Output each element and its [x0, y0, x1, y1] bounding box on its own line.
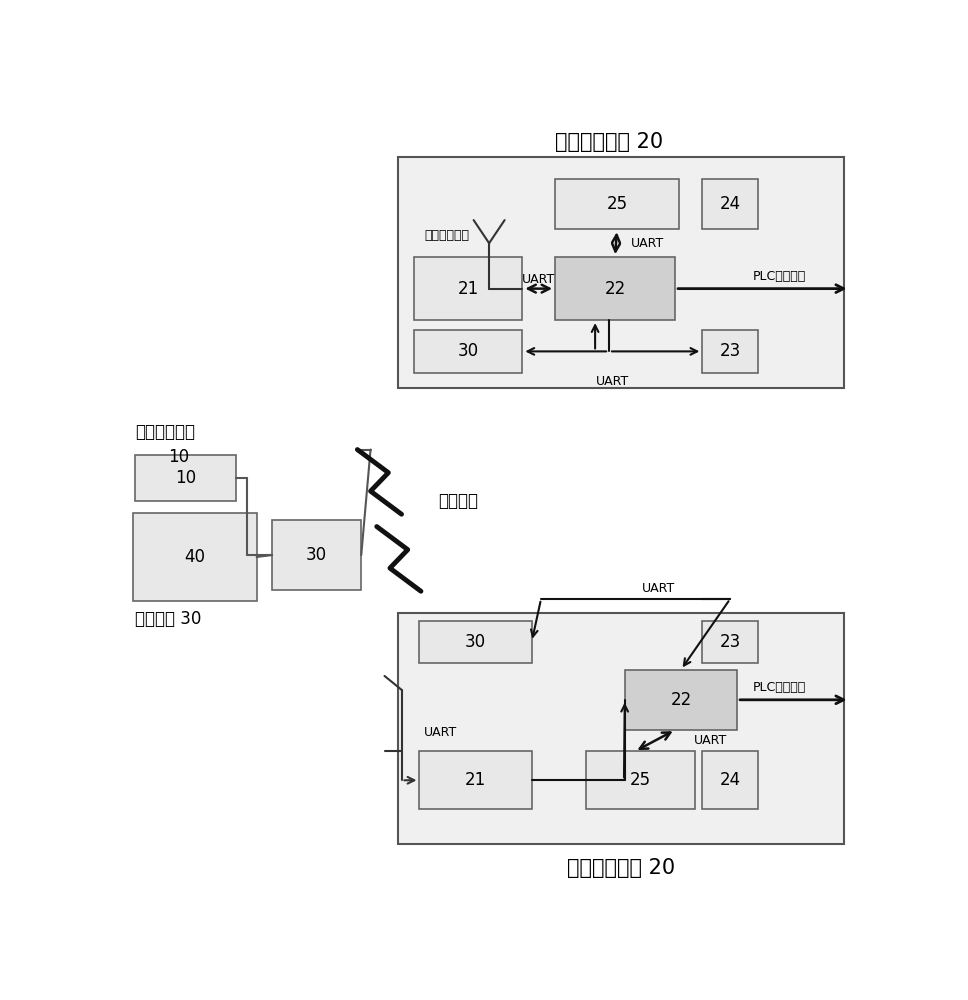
Text: 10: 10: [175, 469, 196, 487]
Text: 22: 22: [670, 691, 691, 709]
Text: 23: 23: [719, 342, 741, 360]
Text: 40: 40: [184, 548, 205, 566]
Text: 23: 23: [719, 633, 741, 651]
Text: 22: 22: [604, 280, 625, 298]
Text: 30: 30: [306, 546, 327, 564]
Text: 30: 30: [465, 633, 486, 651]
Text: 10: 10: [168, 448, 190, 466]
Bar: [586, 751, 694, 809]
Bar: [419, 751, 531, 809]
Text: UART: UART: [522, 273, 556, 286]
Bar: [702, 620, 758, 663]
Text: UART: UART: [693, 734, 727, 747]
Bar: [414, 257, 523, 320]
Text: 北斗接收天线: 北斗接收天线: [424, 229, 469, 242]
Text: 定位循迹装置 20: 定位循迹装置 20: [556, 132, 663, 152]
Text: 24: 24: [719, 771, 741, 789]
Bar: [702, 330, 758, 373]
Text: 21: 21: [458, 280, 479, 298]
Bar: [135, 455, 235, 501]
Bar: [555, 179, 679, 229]
Bar: [272, 520, 361, 590]
Bar: [702, 751, 758, 809]
Text: UART: UART: [642, 582, 676, 595]
Text: 北斗定位基站: 北斗定位基站: [135, 423, 195, 441]
Text: 24: 24: [719, 195, 741, 213]
Bar: [624, 670, 737, 730]
Bar: [133, 513, 257, 601]
Text: PLC控制指令: PLC控制指令: [753, 681, 806, 694]
Text: 30: 30: [458, 342, 479, 360]
Bar: [399, 157, 844, 388]
Text: PLC控制指令: PLC控制指令: [753, 270, 806, 283]
Text: 21: 21: [465, 771, 486, 789]
Bar: [419, 620, 531, 663]
Bar: [414, 330, 523, 373]
Bar: [702, 179, 758, 229]
Bar: [399, 613, 844, 844]
Text: UART: UART: [631, 237, 664, 250]
Bar: [555, 257, 675, 320]
Text: 定位循迹装置 20: 定位循迹装置 20: [567, 858, 675, 878]
Text: 自组网络: 自组网络: [439, 492, 478, 510]
Text: UART: UART: [595, 375, 629, 388]
Text: 主控平台 30: 主控平台 30: [135, 610, 201, 628]
Text: 25: 25: [606, 195, 627, 213]
Text: 25: 25: [630, 771, 650, 789]
Text: UART: UART: [424, 726, 457, 739]
